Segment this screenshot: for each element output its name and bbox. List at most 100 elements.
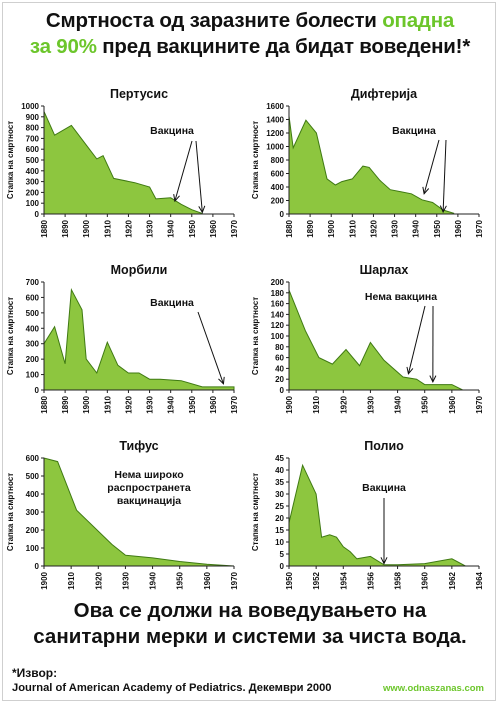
y-tick-label: 60 xyxy=(275,354,284,363)
x-tick-label: 1920 xyxy=(369,219,378,237)
x-tick-label: 1880 xyxy=(40,219,49,237)
annotation-arrow xyxy=(442,139,447,212)
y-tick-label: 300 xyxy=(26,340,40,349)
y-tick-label: 1200 xyxy=(266,129,284,138)
chart-title: Морбили xyxy=(111,263,168,277)
chart-area xyxy=(288,289,463,391)
source-text: Journal of American Academy of Pediatric… xyxy=(12,682,332,694)
x-tick-label: 1890 xyxy=(61,395,70,413)
y-tick-label: 900 xyxy=(26,113,40,122)
website-link[interactable]: www.odnaszanas.com xyxy=(383,683,485,694)
y-tick-label: 100 xyxy=(26,544,40,553)
y-tick-label: 20 xyxy=(275,375,284,384)
x-tick-label: 1930 xyxy=(146,395,155,413)
y-tick-label: 35 xyxy=(275,478,284,487)
annotation-text: Вакцина xyxy=(150,297,194,309)
y-tick-label: 1400 xyxy=(266,116,284,125)
conclusion-line-1: Ова се должи на воведувањето на xyxy=(73,599,427,622)
y-tick-label: 40 xyxy=(275,466,284,475)
x-tick-label: 1958 xyxy=(394,571,403,589)
x-tick-label: 1890 xyxy=(306,219,315,237)
x-tick-label: 1964 xyxy=(475,571,484,589)
x-tick-label: 1930 xyxy=(121,571,130,589)
x-tick-label: 1950 xyxy=(176,571,185,589)
annotation-text: Нема вакцина xyxy=(365,291,437,303)
y-tick-label: 500 xyxy=(26,309,40,318)
annotation-arrowhead xyxy=(406,366,414,375)
y-tick-label: 200 xyxy=(26,188,40,197)
source-label: *Извор: xyxy=(12,666,58,680)
y-axis-label: Стапка на смртност xyxy=(251,121,260,199)
x-tick-label: 1970 xyxy=(475,219,484,237)
conclusion: Ова се должи на воведувањето на санитарн… xyxy=(6,598,494,650)
x-tick-label: 1930 xyxy=(366,395,375,413)
y-tick-label: 100 xyxy=(26,199,40,208)
annotation-arrowhead xyxy=(198,205,206,214)
x-tick-label: 1940 xyxy=(394,395,403,413)
x-tick-label: 1960 xyxy=(209,219,218,237)
y-tick-label: 300 xyxy=(26,508,40,517)
y-tick-label: 400 xyxy=(26,490,40,499)
x-tick-label: 1900 xyxy=(327,219,336,237)
y-tick-label: 5 xyxy=(280,550,285,559)
annotation-arrow xyxy=(195,140,203,213)
headline-text-1: Смртноста од заразните болести xyxy=(45,9,383,32)
x-tick-label: 1960 xyxy=(209,395,218,413)
annotation-arrow xyxy=(174,140,193,202)
x-tick-label: 1900 xyxy=(82,219,91,237)
chart-measles: Морбили 0 100 200 300 400 500 600 700 1880 1890 190… xyxy=(6,263,239,414)
x-tick-label: 1960 xyxy=(454,219,463,237)
y-tick-label: 200 xyxy=(271,197,285,206)
x-tick-label: 1910 xyxy=(103,395,112,413)
y-tick-label: 600 xyxy=(26,145,40,154)
annotation-text: Вакцина xyxy=(362,482,406,494)
chart-polio: Полио 0 5 10 15 20 25 30 35 40 45 1950 1952 1954 1956 1… xyxy=(251,439,484,590)
x-tick-label: 1920 xyxy=(94,571,103,589)
x-tick-label: 1890 xyxy=(61,219,70,237)
x-tick-label: 1950 xyxy=(421,395,430,413)
x-tick-label: 1970 xyxy=(230,571,239,589)
y-tick-label: 100 xyxy=(271,332,285,341)
x-tick-label: 1930 xyxy=(146,219,155,237)
y-tick-label: 600 xyxy=(26,454,40,463)
x-tick-label: 1940 xyxy=(167,219,176,237)
annotation-arrowhead xyxy=(380,557,388,565)
chart-diphtheria: Дифтерија 0 200 400 600 800 1000 1200 1400 1600 18… xyxy=(251,87,484,238)
x-tick-label: 1940 xyxy=(149,571,158,589)
y-tick-label: 20 xyxy=(275,514,284,523)
annotation-arrow xyxy=(407,305,426,374)
chart-area xyxy=(288,116,455,215)
chart-pertussis: Пертусис01002003004005006007008009001000… xyxy=(6,87,239,238)
y-tick-label: 120 xyxy=(271,321,285,330)
y-tick-label: 0 xyxy=(35,562,40,571)
y-tick-label: 45 xyxy=(275,454,284,463)
x-tick-label: 1940 xyxy=(167,395,176,413)
y-tick-label: 100 xyxy=(26,371,40,380)
headline-line-2: за 90% пред вакцините да бидат воведени!… xyxy=(6,34,494,60)
x-tick-label: 1880 xyxy=(285,219,294,237)
y-tick-label: 600 xyxy=(271,170,285,179)
y-tick-label: 80 xyxy=(275,343,284,352)
y-axis-label: Стапка на смртност xyxy=(6,473,15,551)
chart-area xyxy=(43,287,235,391)
x-tick-label: 1910 xyxy=(67,571,76,589)
y-tick-label: 800 xyxy=(271,156,285,165)
y-tick-label: 180 xyxy=(271,289,285,298)
y-tick-label: 1000 xyxy=(266,143,284,152)
annotation-text: вакцинација xyxy=(117,495,181,507)
x-tick-label: 1950 xyxy=(433,219,442,237)
y-tick-label: 700 xyxy=(26,134,40,143)
y-tick-label: 300 xyxy=(26,178,40,187)
conclusion-line-2: санитарни мерки и системи за чиста вода. xyxy=(33,625,467,648)
annotation-text: Нема широко xyxy=(114,469,183,481)
x-tick-label: 1910 xyxy=(103,219,112,237)
annotation-arrowhead xyxy=(422,186,430,195)
annotation-text: распространета xyxy=(107,482,191,494)
headline-line-1: Смртноста од заразните болести опадна xyxy=(6,8,494,34)
x-tick-label: 1970 xyxy=(230,219,239,237)
x-tick-label: 1900 xyxy=(285,395,294,413)
x-tick-label: 1930 xyxy=(391,219,400,237)
y-tick-label: 140 xyxy=(271,310,285,319)
headline: Смртноста од заразните болести опадна за… xyxy=(6,8,494,60)
